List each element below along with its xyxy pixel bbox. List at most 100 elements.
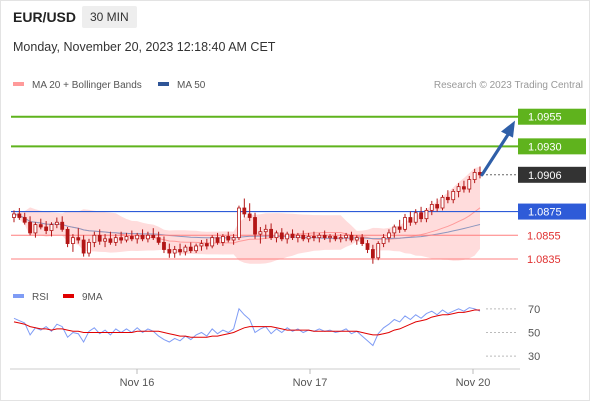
- moving-averages: [13, 207, 481, 244]
- candle-body: [451, 191, 456, 201]
- candle: [54, 217, 59, 229]
- candle-body: [328, 236, 332, 239]
- candle-body: [456, 186, 461, 192]
- candle: [456, 183, 461, 198]
- candle: [38, 218, 43, 230]
- candle-body: [237, 207, 241, 239]
- candle: [60, 216, 65, 232]
- candle-body: [322, 234, 327, 239]
- candle-body: [71, 237, 75, 244]
- candle: [183, 244, 188, 256]
- candle-body: [140, 234, 145, 240]
- candle: [263, 224, 268, 239]
- candle-body: [183, 246, 188, 253]
- candle-body: [440, 196, 445, 209]
- candle: [290, 229, 295, 241]
- rsi-tick-label: 50: [528, 328, 540, 340]
- candle-body: [124, 236, 129, 241]
- candle: [103, 234, 107, 248]
- candle: [413, 209, 418, 225]
- candle-body: [162, 241, 166, 250]
- candle: [258, 226, 263, 244]
- rsi-ma-legend-swatch: [63, 294, 74, 298]
- rsi-ma-legend-label: 9MA: [82, 292, 103, 303]
- ma20-legend-label: MA 20 + Bollinger Bands: [32, 80, 142, 91]
- candles: [12, 166, 482, 264]
- candle-body: [306, 236, 311, 240]
- candle-body: [87, 241, 91, 254]
- candle: [381, 234, 386, 248]
- candle-body: [424, 209, 429, 220]
- candle-body: [76, 237, 81, 241]
- candle: [194, 243, 199, 254]
- candle: [354, 235, 359, 245]
- candle-body: [279, 232, 284, 240]
- candle-body: [253, 217, 257, 235]
- candle: [338, 234, 343, 243]
- candle: [306, 232, 311, 243]
- ma50-line: [13, 213, 481, 240]
- legend: MA 20 + Bollinger Bands MA 50 Research ©…: [13, 80, 583, 91]
- trend-arrow-shaft: [480, 132, 510, 177]
- candle-body: [146, 234, 150, 240]
- candle: [162, 236, 166, 254]
- candle-body: [445, 196, 450, 201]
- candle: [87, 238, 91, 257]
- candle: [33, 222, 38, 238]
- candle: [392, 224, 397, 238]
- candle-body: [242, 207, 247, 215]
- candle: [301, 230, 306, 242]
- support-1-label: 1.0855: [527, 230, 561, 242]
- candle-body: [215, 237, 220, 243]
- trend-arrow-head: [501, 120, 515, 138]
- candle-body: [226, 236, 231, 241]
- candle-body: [199, 243, 204, 247]
- price-levels: 1.0955 1.0930 1.0906 1.0875 1.0855 1.0835: [11, 108, 586, 266]
- resistance-2-label: 1.0955: [528, 112, 562, 124]
- candle: [172, 245, 177, 258]
- timeframe-badge[interactable]: 30 MIN: [82, 6, 137, 28]
- candle-body: [38, 224, 43, 228]
- candle-body: [258, 231, 263, 235]
- candle: [97, 229, 102, 245]
- resistance-2-tag: [518, 108, 586, 125]
- candle-body: [172, 249, 177, 254]
- candle-body: [312, 236, 316, 239]
- pivot-label: 1.0875: [528, 207, 562, 219]
- candle-body: [135, 234, 140, 240]
- candle: [376, 241, 381, 261]
- candle: [451, 189, 456, 204]
- candle: [226, 231, 231, 243]
- candle-body: [403, 217, 407, 230]
- candle: [462, 180, 466, 193]
- candle-body: [204, 243, 209, 247]
- candle: [285, 231, 290, 244]
- candle-body: [290, 233, 295, 239]
- candle-body: [178, 249, 182, 253]
- candle-body: [28, 221, 32, 234]
- candle: [328, 234, 332, 243]
- candle: [349, 231, 354, 243]
- support-2-label: 1.0835: [527, 254, 561, 266]
- candle: [322, 230, 327, 241]
- candle: [317, 232, 322, 243]
- candle-body: [156, 237, 161, 243]
- candle: [387, 229, 391, 243]
- candle-body: [360, 237, 365, 244]
- candle: [129, 230, 134, 242]
- candle: [71, 234, 75, 252]
- candle: [445, 190, 450, 204]
- candle: [403, 213, 407, 232]
- candle-body: [354, 237, 359, 241]
- trend-arrow: [480, 120, 515, 177]
- candle-body: [167, 249, 172, 254]
- candle-body: [301, 234, 306, 240]
- candle: [156, 231, 161, 245]
- candle-body: [12, 213, 16, 218]
- candle: [113, 234, 118, 246]
- candle: [435, 198, 440, 212]
- candle: [247, 203, 252, 222]
- candle: [188, 242, 193, 254]
- candle-body: [81, 239, 86, 254]
